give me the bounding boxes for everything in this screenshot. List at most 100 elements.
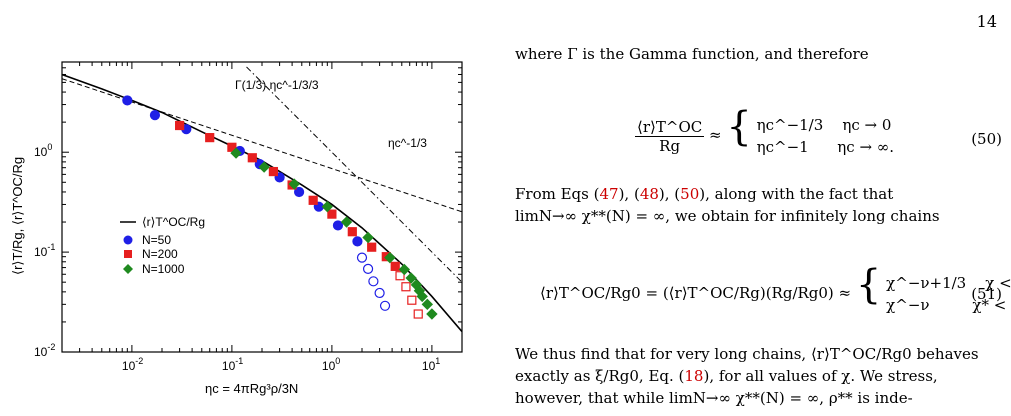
eq51-cases: χ^−ν+1/3 χ < χ* χ^−ν χ* < χ. bbox=[886, 272, 1011, 316]
legend-label-n200: N=200 bbox=[142, 247, 178, 261]
x-tick-label: 101 bbox=[422, 356, 440, 373]
legend-marker-n200 bbox=[124, 250, 132, 258]
marker-n50 bbox=[149, 110, 161, 121]
curve-dashdot bbox=[246, 66, 462, 283]
curves bbox=[62, 66, 462, 333]
paragraph-from-eqs: From Eqs (47), (48), (50), along with th… bbox=[515, 185, 893, 203]
legend: ⟨r⟩T^OC/Rg N=50 N=200 N=1000 bbox=[120, 215, 205, 276]
marker-n200 bbox=[327, 209, 337, 219]
ref-eq-47[interactable]: 47 bbox=[599, 185, 619, 203]
y-axis-label: ⟨r⟩T/Rg, ⟨r⟩T^OC/Rg bbox=[10, 157, 25, 275]
eq50-number: (50) bbox=[971, 130, 1002, 148]
marker-n200 bbox=[268, 166, 278, 177]
y-tick-exponent: -1 bbox=[47, 242, 55, 252]
eq50-brace: { bbox=[726, 104, 752, 150]
text-separator: ), ( bbox=[658, 185, 681, 203]
marker-n1000 bbox=[421, 298, 434, 311]
line-gamma-function: where Γ is the Gamma function, and there… bbox=[515, 45, 869, 63]
eq51-brace: { bbox=[855, 262, 882, 308]
marker-n50 bbox=[122, 95, 133, 106]
data-markers bbox=[122, 95, 438, 320]
y-tick-exponent: 0 bbox=[47, 142, 52, 152]
x-tick-exponent: 0 bbox=[335, 356, 340, 366]
eq50-case2: ηc^−1 ηc → ∞. bbox=[756, 138, 895, 156]
marker-n200 bbox=[390, 261, 400, 271]
figure: 10-2 10-1 100 101 10-2 10-1 100 Γ(1/3) ηc^-1/3… bbox=[0, 40, 480, 411]
text-exactly-as: exactly as ξ/Rg0, Eq. ( bbox=[515, 367, 685, 385]
legend-marker-n1000 bbox=[123, 264, 133, 274]
marker-n200 bbox=[395, 271, 405, 281]
marker-n50 bbox=[368, 276, 379, 287]
eq50-approx: ≈ bbox=[709, 126, 722, 144]
marker-n1000 bbox=[384, 251, 396, 264]
y-tick-exponent: -2 bbox=[47, 342, 55, 352]
legend-line-label: ⟨r⟩T^OC/Rg bbox=[142, 215, 205, 229]
marker-n1000 bbox=[426, 308, 438, 320]
marker-n200 bbox=[175, 120, 185, 131]
marker-n200 bbox=[247, 153, 257, 163]
line-however: however, that while limN→∞ χ**(N) = ∞, ρ… bbox=[515, 389, 913, 407]
y-tick-label: 10-2 bbox=[34, 342, 55, 359]
y-tick-label: 100 bbox=[34, 142, 52, 159]
eq50-case1: ηc^−1/3 ηc → 0 bbox=[756, 116, 892, 134]
marker-n200 bbox=[401, 282, 411, 292]
marker-n200 bbox=[227, 142, 237, 152]
x-tick-base: 10 bbox=[422, 359, 436, 373]
equation-51: ⟨r⟩T^OC/Rg0 = (⟨r⟩T^OC/Rg)(Rg/Rg0) ≈ { χ… bbox=[540, 265, 1011, 316]
x-tick-base: 10 bbox=[122, 359, 136, 373]
text-for-all-values: ), for all values of χ. We stress, bbox=[703, 367, 938, 385]
x-tick-base: 10 bbox=[322, 359, 336, 373]
line-we-thus-find: We thus find that for very long chains, … bbox=[515, 345, 979, 363]
curve-solid bbox=[62, 73, 462, 333]
marker-n200 bbox=[413, 309, 423, 319]
eq50-lhs-num: ⟨r⟩T^OC bbox=[635, 117, 705, 137]
legend-marker-n50 bbox=[123, 235, 133, 245]
legend-label-n50: N=50 bbox=[142, 233, 171, 247]
equation-50: ⟨r⟩T^OC Rg ≈ { ηc^−1/3 ηc → 0 ηc^−1 ηc →… bbox=[635, 107, 894, 158]
ref-eq-50[interactable]: 50 bbox=[680, 185, 700, 203]
text-along-with: ), along with the fact that bbox=[699, 185, 894, 203]
marker-n200 bbox=[407, 295, 417, 305]
marker-n1000 bbox=[288, 178, 300, 190]
plot-frame bbox=[61, 61, 463, 353]
curve-dashed bbox=[62, 78, 462, 213]
x-tick-exponent: 1 bbox=[435, 356, 440, 366]
x-tick-exponent: -2 bbox=[135, 356, 143, 366]
text-separator: ), ( bbox=[618, 185, 640, 203]
marker-n50 bbox=[294, 186, 305, 198]
marker-n200 bbox=[308, 195, 318, 205]
eq50-lhs-den: Rg bbox=[659, 136, 681, 155]
y-tick-label: 10-1 bbox=[34, 242, 55, 259]
x-tick-label: 10-2 bbox=[122, 356, 143, 373]
x-tick-label: 100 bbox=[322, 356, 340, 373]
eq51-lhs: ⟨r⟩T^OC/Rg0 = (⟨r⟩T^OC/Rg)(Rg/Rg0) ≈ bbox=[540, 284, 852, 302]
eq51-number: (51) bbox=[971, 285, 1002, 303]
marker-n200 bbox=[347, 227, 357, 237]
x-tick-label: 10-1 bbox=[222, 356, 243, 373]
y-tick-base: 10 bbox=[34, 145, 48, 159]
marker-n50 bbox=[352, 236, 363, 247]
marker-n1000 bbox=[321, 200, 334, 213]
page-number: 14 bbox=[976, 12, 997, 31]
x-tick-base: 10 bbox=[222, 359, 236, 373]
eq50-lhs: ⟨r⟩T^OC Rg bbox=[635, 117, 705, 155]
x-tick-exponent: -1 bbox=[235, 356, 243, 366]
marker-n1000 bbox=[405, 272, 417, 284]
marker-n1000 bbox=[362, 231, 374, 244]
eq51-case2: χ^−ν χ* < χ. bbox=[886, 296, 1007, 314]
marker-n50 bbox=[362, 263, 374, 274]
line-limit-infinity: limN→∞ χ**(N) = ∞, we obtain for infinit… bbox=[515, 207, 940, 225]
ref-eq-18[interactable]: 18 bbox=[684, 367, 704, 385]
marker-n50 bbox=[379, 300, 391, 311]
legend-label-n1000: N=1000 bbox=[142, 262, 185, 276]
ref-eq-48[interactable]: 48 bbox=[639, 185, 659, 203]
annotation-asymptote-large: ηc^-1/3 bbox=[388, 136, 427, 150]
marker-n50 bbox=[374, 287, 385, 299]
marker-n200 bbox=[205, 133, 215, 143]
marker-n50 bbox=[356, 252, 368, 263]
marker-n1000 bbox=[416, 290, 428, 303]
line-exactly-as: exactly as ξ/Rg0, Eq. (18), for all valu… bbox=[515, 367, 938, 385]
y-tick-base: 10 bbox=[34, 245, 48, 259]
